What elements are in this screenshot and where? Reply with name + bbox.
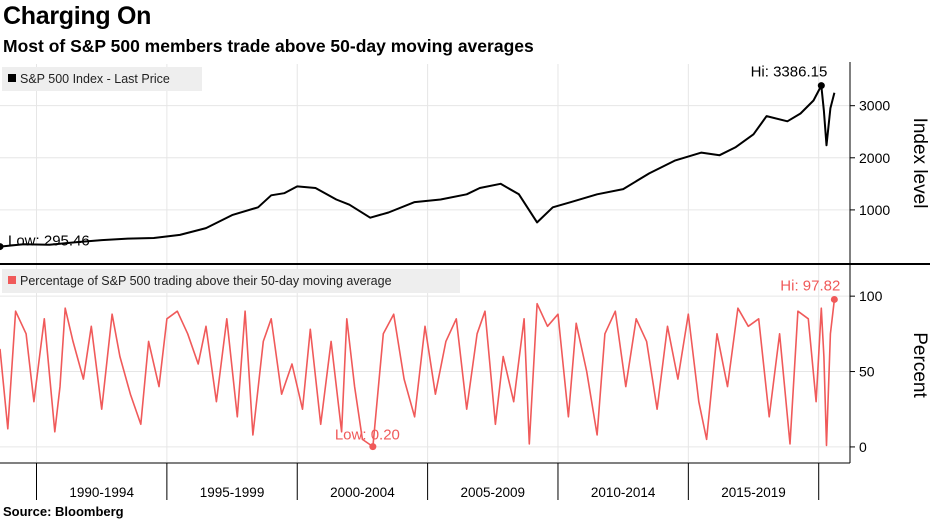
legend-price-label: S&P 500 Index - Last Price — [20, 72, 170, 86]
series-layer: Hi: 3386.15 Low: 295.46 Hi: 97.82 Low: 0.20 — [0, 64, 840, 451]
price-high-label: Hi: 3386.15 — [751, 64, 828, 81]
x-tick-label-5: 2015-2019 — [721, 485, 786, 500]
pct-y-tick-label-2: 100 — [859, 288, 883, 304]
x-tick-label-1: 1995-1999 — [200, 485, 265, 500]
price-y-tick-label-0: 1000 — [859, 202, 890, 218]
pct-y-tick-label-1: 50 — [859, 364, 875, 380]
price-low-marker — [0, 243, 4, 251]
x-tick-label-0: 1990-1994 — [69, 485, 134, 500]
pct-low-marker — [369, 443, 377, 451]
y-axis-title-top: Index level — [909, 118, 930, 209]
pct-high-marker — [830, 295, 838, 303]
price-series-line — [0, 84, 836, 248]
legend-price-swatch — [8, 74, 16, 82]
pct-series-line — [0, 299, 836, 448]
y-axis-title-bottom: Percent — [909, 332, 930, 398]
legend-pct-label: Percentage of S&P 500 trading above thei… — [20, 274, 392, 288]
pct-high-label: Hi: 97.82 — [780, 277, 840, 294]
price-low-label: Low: 295.46 — [8, 233, 90, 250]
pct-low-label: Low: 0.20 — [335, 427, 400, 444]
source-note: Source: Bloomberg — [3, 504, 124, 519]
price-y-tick-label-1: 2000 — [859, 150, 890, 166]
price-y-tick-label-2: 3000 — [859, 98, 890, 114]
pct-y-tick-label-0: 0 — [859, 439, 867, 455]
x-tick-label-4: 2010-2014 — [591, 485, 656, 500]
x-tick-label-3: 2005-2009 — [461, 485, 526, 500]
legend-pct-bg — [2, 269, 460, 293]
chart-title: Charging On — [3, 2, 152, 30]
legend-price-bg — [2, 67, 202, 91]
legend-pct-swatch — [8, 276, 16, 284]
x-tick-label-2: 2000-2004 — [330, 485, 395, 500]
chart-subtitle: Most of S&P 500 members trade above 50-d… — [3, 36, 534, 56]
price-high-marker — [817, 82, 825, 90]
axis-ticks: 1990-1994 1995-1999 2000-2004 2005-2009 2010… — [36, 98, 890, 500]
